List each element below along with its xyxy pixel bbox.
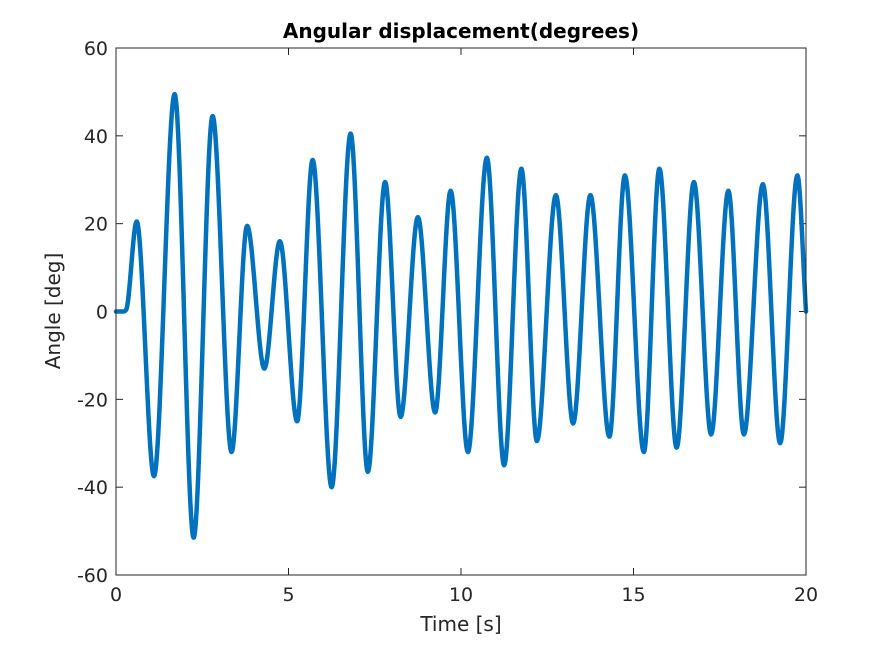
x-axis-label: Time [s]: [419, 612, 501, 636]
chart-title: Angular displacement(degrees): [283, 19, 639, 43]
y-tick-label: 0: [96, 302, 108, 324]
x-tick-label: 0: [110, 584, 122, 606]
tick-labels: 0 5 10 15 20 -60 -40 -20 0 20 40 60: [77, 38, 818, 606]
x-tick-label: 10: [449, 584, 473, 606]
y-tick-label: -20: [77, 389, 108, 411]
y-tick-label: 60: [84, 38, 108, 60]
y-tick-label: 20: [84, 214, 108, 236]
x-tick-label: 15: [621, 584, 645, 606]
plot-frame: [115, 47, 807, 576]
series-line: [113, 91, 809, 540]
y-tick-label: -40: [77, 477, 108, 499]
y-tick-label: -60: [77, 565, 108, 587]
y-axis-label: Angle [deg]: [41, 253, 65, 370]
y-tick-label: 40: [84, 126, 108, 148]
x-tick-label: 20: [794, 584, 818, 606]
x-tick-label: 5: [282, 584, 294, 606]
